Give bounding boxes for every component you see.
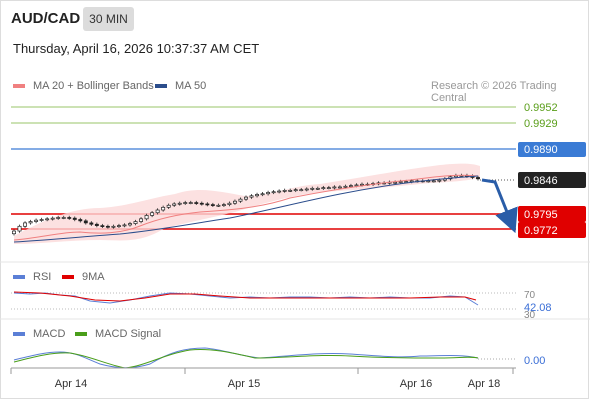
macd-signal-legend: MACD Signal	[75, 328, 161, 340]
datetime-label: Thursday, April 16, 2026 10:37:37 AM CET	[13, 41, 260, 56]
ma9-legend: 9MA	[62, 271, 105, 283]
ma20-swatch	[13, 84, 25, 88]
ma9-legend-label: 9MA	[82, 271, 105, 283]
rsi-swatch	[13, 275, 25, 279]
ma50-legend-label: MA 50	[175, 80, 207, 92]
ma20-legend-label: MA 20 + Bollinger Bands	[33, 80, 154, 92]
macd-signal-legend-label: MACD Signal	[95, 328, 162, 340]
ma50-swatch	[155, 84, 167, 88]
macd-legend-label: MACD	[33, 328, 66, 340]
rsi-legend: RSI	[13, 271, 51, 283]
ma50-legend: MA 50	[155, 80, 206, 92]
pair-title: AUD/CAD	[11, 10, 81, 27]
timeframe-button[interactable]: 30 MIN	[83, 7, 134, 31]
ma20-legend: MA 20 + Bollinger Bands	[13, 80, 154, 92]
macd-legend: MACD	[13, 328, 65, 340]
rsi-legend-label: RSI	[33, 271, 52, 283]
macd-signal-swatch	[75, 332, 87, 336]
ma9-swatch	[62, 275, 74, 279]
copyright-text: Research © 2026 Trading Central	[431, 80, 557, 104]
macd-swatch	[13, 332, 25, 336]
